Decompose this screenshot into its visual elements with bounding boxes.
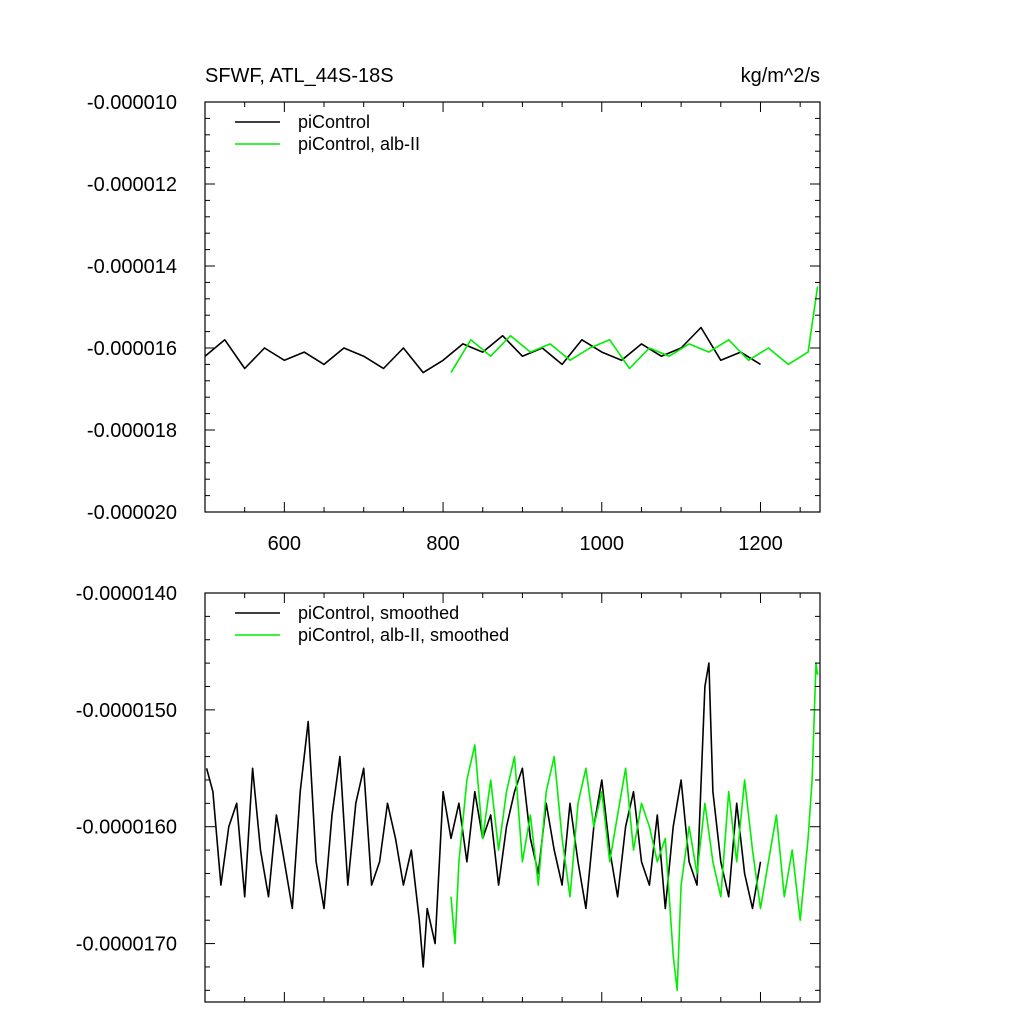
chart-units: kg/m^2/s <box>741 65 820 87</box>
legend-label: piControl, alb-II <box>298 134 420 154</box>
legend-label: piControl, smoothed <box>298 603 459 623</box>
y-tick-label: -0.0000140 <box>76 583 177 605</box>
y-tick-label: -0.000014 <box>87 256 177 278</box>
y-tick-label: -0.000018 <box>87 420 177 442</box>
bottom-panel: -0.0000140 -0.0000150 -0.0000160 -0.0000170… <box>76 583 821 1003</box>
x-tick-label: 800 <box>426 533 459 555</box>
y-tick-label: -0.000020 <box>87 502 177 524</box>
y-tick-label: -0.0000170 <box>76 934 177 956</box>
series-line-0 <box>205 662 762 968</box>
y-tick-label: -0.000012 <box>87 174 177 196</box>
x-tick-label: 1200 <box>738 533 783 555</box>
series-line-1 <box>450 662 819 992</box>
plot-frame <box>204 592 821 1003</box>
y-tick-label: -0.000010 <box>87 92 177 114</box>
legend-label: piControl <box>298 112 370 132</box>
y-tick-label: -0.0000150 <box>76 700 177 722</box>
top-panel: SFWF, ATL_44S-18S kg/m^2/s 600 800 1000 120… <box>87 65 821 555</box>
plot-frame <box>204 101 821 513</box>
x-tick-label: 600 <box>268 533 301 555</box>
series-line-1 <box>450 286 819 374</box>
y-tick-label: -0.000016 <box>87 338 177 360</box>
series-line-0 <box>204 326 761 374</box>
x-tick-label: 1000 <box>580 533 625 555</box>
chart-title: SFWF, ATL_44S-18S <box>205 65 394 87</box>
legend-label: piControl, alb-II, smoothed <box>298 625 509 645</box>
y-tick-label: -0.0000160 <box>76 817 177 839</box>
